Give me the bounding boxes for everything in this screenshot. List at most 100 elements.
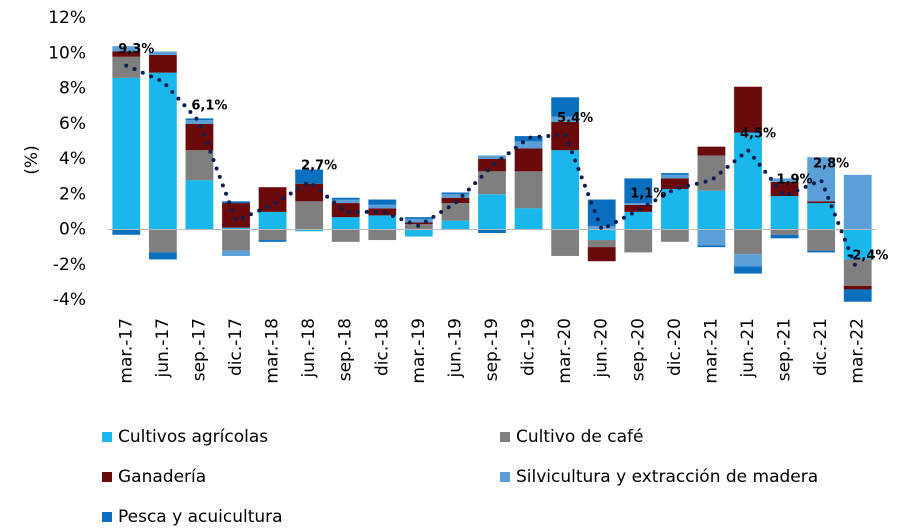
bar-segment: [404, 217, 433, 219]
x-tick-label: mar.-22: [848, 318, 868, 384]
bar-segment: [148, 55, 177, 73]
bar-segment: [624, 203, 653, 205]
bar-segment: [551, 97, 580, 117]
bar-segment: [807, 229, 836, 251]
bar-segment: [660, 229, 689, 242]
legend-label: Silvicultura y extracción de madera: [516, 467, 818, 487]
bar-segment: [587, 240, 616, 248]
bar-segment: [587, 229, 616, 241]
x-tick-label: mar.-21: [701, 318, 721, 384]
bar-segment: [441, 197, 470, 204]
bar-segment: [258, 211, 287, 230]
bar-segment: [660, 178, 689, 189]
y-tick-label: 12%: [48, 8, 86, 28]
bar-segment: [295, 183, 324, 202]
bar-segment: [478, 159, 506, 172]
bar-segment: [514, 141, 543, 149]
legend-label: Pesca y acuicultura: [118, 507, 283, 527]
y-tick-label: 2%: [59, 184, 86, 204]
y-tick-label: 10%: [48, 43, 86, 63]
bar-segment: [441, 194, 470, 198]
value-label: 1,1%: [630, 187, 666, 202]
bar-segment: [368, 215, 397, 230]
bar-segment: [112, 46, 141, 52]
bar-segment: [404, 218, 433, 223]
y-tick-label: 8%: [59, 79, 86, 99]
bar-segment: [734, 254, 762, 267]
legend-label: Cultivo de café: [516, 427, 643, 447]
legend-swatch: [102, 432, 112, 442]
bar-segment: [368, 204, 397, 209]
bar-segment: [697, 229, 726, 246]
total-line: [124, 63, 860, 274]
x-tick-label: jun.-19: [445, 318, 465, 378]
x-tick-label: sep.-18: [336, 318, 356, 381]
bar-segment: [697, 190, 726, 230]
value-label: 2,8%: [813, 157, 849, 172]
bar-segment: [441, 192, 470, 195]
bar-segment: [441, 220, 470, 230]
value-label: 9,3%: [118, 42, 154, 57]
bar-segment: [112, 77, 141, 230]
bar-segment: [697, 146, 726, 156]
bar-segment: [514, 148, 543, 172]
bar-segment: [185, 120, 214, 124]
bar-segment: [222, 227, 250, 230]
bar-segment: [222, 201, 250, 204]
bar-segment: [807, 201, 836, 204]
bar-segment: [770, 229, 799, 235]
value-label: 6,1%: [191, 98, 227, 113]
x-tick-label: mar.-20: [555, 318, 575, 384]
bar-segment: [404, 222, 433, 225]
bar-segment: [222, 250, 250, 256]
bar-segment: [734, 132, 762, 230]
bar-segment: [258, 240, 287, 242]
bar-segment: [148, 72, 177, 230]
x-tick-label: jun.-20: [592, 318, 612, 378]
bar-segment: [185, 180, 214, 230]
bar-segment: [807, 250, 836, 253]
bar-segment: [770, 178, 799, 182]
bar-segment: [295, 169, 324, 184]
bar-segment: [441, 203, 470, 221]
bar-segment: [587, 247, 616, 262]
bar-segment: [660, 173, 689, 175]
bar-segment: [112, 229, 141, 235]
bar-segment: [331, 229, 360, 242]
bar-segment: [734, 86, 762, 133]
bar-segment: [478, 155, 506, 159]
bar-segment: [551, 229, 580, 256]
bar-segment: [624, 211, 653, 230]
bar-segment: [843, 259, 872, 286]
bar-segment: [843, 229, 872, 260]
bar-segment: [478, 171, 506, 195]
bar-segment: [148, 229, 177, 253]
bar-segment: [148, 252, 177, 260]
x-tick-label: jun.-17: [153, 318, 173, 378]
x-tick-label: sep.-20: [628, 318, 648, 381]
bar-segment: [843, 285, 872, 290]
bar-segment: [514, 171, 543, 209]
x-tick-label: sep.-17: [189, 318, 209, 381]
legend-swatch: [102, 472, 112, 482]
x-tick-label: mar.-17: [116, 318, 136, 384]
y-tick-label: -4%: [53, 290, 86, 310]
bar-segment: [185, 150, 214, 181]
bar-segment: [514, 136, 543, 142]
x-tick-label: dic.-21: [811, 318, 831, 376]
value-label: 1,9%: [777, 173, 813, 188]
bar-segment: [295, 229, 324, 232]
bar-segment: [331, 217, 360, 230]
bar-segment: [185, 118, 214, 121]
x-tick-label: dic.-18: [372, 318, 392, 376]
value-label: 4,5%: [740, 127, 776, 142]
bar-segment: [404, 229, 433, 237]
x-tick-label: dic.-17: [226, 318, 246, 376]
bar-segment: [734, 229, 762, 255]
x-tick-label: mar.-19: [409, 318, 429, 384]
legend-swatch: [500, 432, 510, 442]
x-tick-label: sep.-21: [775, 318, 795, 381]
legend-swatch: [500, 472, 510, 482]
bar-segment: [660, 174, 689, 179]
bar-segment: [843, 174, 872, 230]
